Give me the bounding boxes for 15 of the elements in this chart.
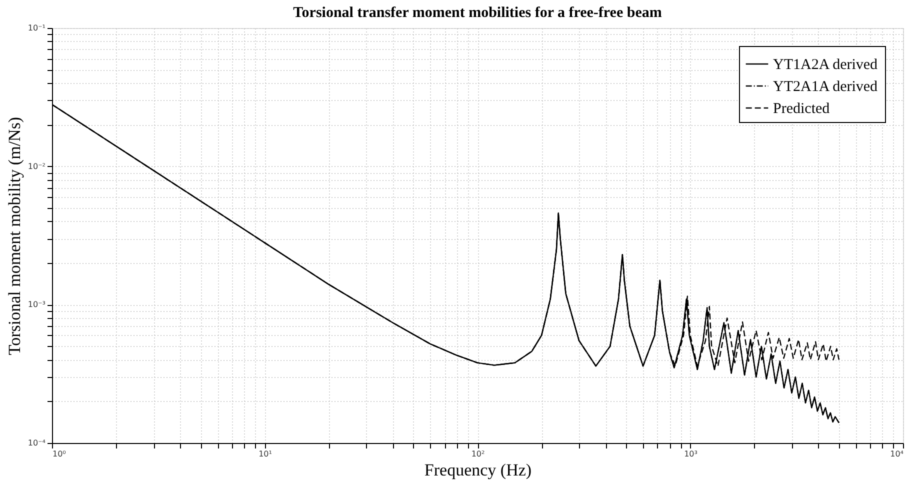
x-tick-label: 10²	[471, 450, 485, 458]
x-tick-label: 10³	[684, 450, 698, 458]
y-tick-label: 10⁻¹	[28, 24, 46, 32]
y-tick-label: 10⁻²	[28, 162, 46, 171]
x-tick-label: 10¹	[258, 450, 272, 458]
x-tick-label: 10⁰	[52, 450, 66, 458]
chart-title: Torsional transfer moment mobilities for a free-free beam	[293, 5, 662, 21]
legend-label: YT1A2A derived	[773, 57, 878, 73]
legend-label: YT2A1A derived	[773, 79, 878, 95]
x-tick-label: 10⁴	[890, 450, 904, 458]
y-tick-label: 10⁻⁴	[28, 438, 46, 448]
x-axis-title: Frequency (Hz)	[424, 460, 532, 480]
y-tick-label: 10⁻³	[28, 300, 46, 310]
legend-label: Predicted	[773, 101, 830, 117]
y-axis-title: Torsional moment mobility (m/Ns)	[4, 116, 24, 356]
